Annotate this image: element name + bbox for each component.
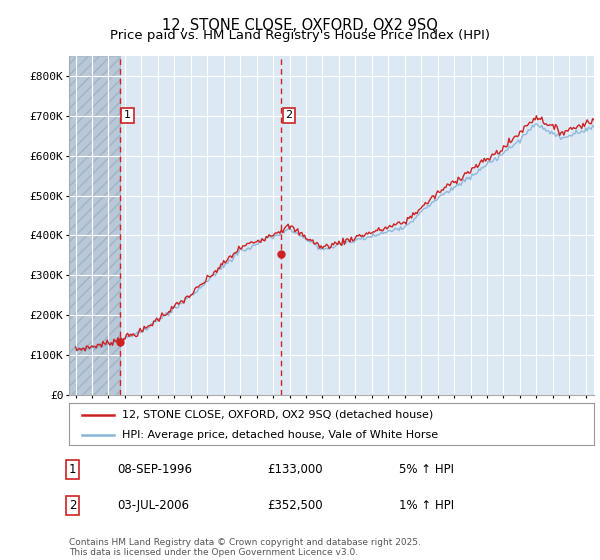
- Text: 08-SEP-1996: 08-SEP-1996: [117, 463, 192, 476]
- Text: 2: 2: [69, 498, 77, 512]
- Text: 12, STONE CLOSE, OXFORD, OX2 9SQ (detached house): 12, STONE CLOSE, OXFORD, OX2 9SQ (detach…: [121, 410, 433, 420]
- Text: 5% ↑ HPI: 5% ↑ HPI: [399, 463, 454, 476]
- Text: Contains HM Land Registry data © Crown copyright and database right 2025.
This d: Contains HM Land Registry data © Crown c…: [69, 538, 421, 557]
- Text: 12, STONE CLOSE, OXFORD, OX2 9SQ: 12, STONE CLOSE, OXFORD, OX2 9SQ: [162, 18, 438, 33]
- Text: Price paid vs. HM Land Registry's House Price Index (HPI): Price paid vs. HM Land Registry's House …: [110, 29, 490, 42]
- Text: 1% ↑ HPI: 1% ↑ HPI: [399, 498, 454, 512]
- Text: £133,000: £133,000: [267, 463, 323, 476]
- Text: 2: 2: [286, 110, 293, 120]
- Text: 1: 1: [124, 110, 131, 120]
- Bar: [69, 56, 120, 395]
- Text: HPI: Average price, detached house, Vale of White Horse: HPI: Average price, detached house, Vale…: [121, 430, 437, 440]
- Text: 03-JUL-2006: 03-JUL-2006: [117, 498, 189, 512]
- Text: 1: 1: [69, 463, 77, 476]
- Text: £352,500: £352,500: [267, 498, 323, 512]
